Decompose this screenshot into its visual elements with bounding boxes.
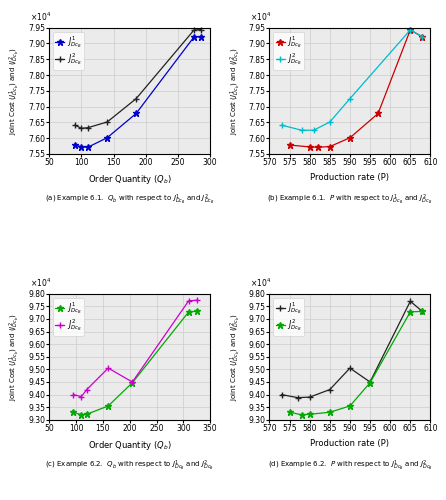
$J^1_{Dc_B}$ <box>84 412 90 418</box>
Text: $\times 10^4$: $\times 10^4$ <box>30 276 51 288</box>
$J^2_{Dc_B}$ <box>299 127 304 133</box>
$J^1_{Dc_B}$ <box>408 27 413 33</box>
$J^1_{Dc_B}$ <box>78 144 84 150</box>
$J^2_{Dc_B}$ <box>307 412 312 418</box>
Y-axis label: Joint Cost ($J^1_{Dc_b}$) and ($J^2_{Dc_b}$): Joint Cost ($J^1_{Dc_b}$) and ($J^2_{Dc_… <box>8 313 22 401</box>
X-axis label: Production rate (P): Production rate (P) <box>310 172 389 182</box>
$J^1_{Dc_B}$ <box>327 144 332 150</box>
$J^1_{Dc_B}$ <box>307 394 312 400</box>
Legend: $J^1_{Dc_B}$, $J^2_{Dc_B}$: $J^1_{Dc_B}$, $J^2_{Dc_B}$ <box>273 298 304 336</box>
Title: (a) Example 6.1.  $Q_b$ with respect to $J^1_{Dc_B}$ and $J^2_{Dc_B}$: (a) Example 6.1. $Q_b$ with respect to $… <box>45 193 215 207</box>
$J^2_{Dc_B}$ <box>106 365 111 371</box>
$J^2_{Dc_B}$ <box>299 412 304 418</box>
$J^2_{Dc_B}$ <box>85 124 91 130</box>
$J^1_{Dc_B}$ <box>420 34 425 40</box>
$J^2_{Dc_B}$ <box>347 403 353 409</box>
Text: $\times 10^4$: $\times 10^4$ <box>250 276 271 288</box>
$J^1_{Dc_B}$ <box>376 110 381 116</box>
$J^1_{Dc_B}$ <box>368 379 373 385</box>
Y-axis label: Joint Cost ($J^1_{Dc_b}$) and ($J^2_{Dc_b}$): Joint Cost ($J^1_{Dc_b}$) and ($J^2_{Dc_… <box>229 313 243 401</box>
$J^2_{Dc_B}$ <box>78 126 84 132</box>
$J^1_{Dc_B}$ <box>191 34 197 40</box>
$J^2_{Dc_B}$ <box>279 122 284 128</box>
$J^1_{Dc_B}$ <box>327 386 332 392</box>
$J^1_{Dc_B}$ <box>106 403 111 409</box>
$J^2_{Dc_B}$ <box>186 298 191 304</box>
$J^1_{Dc_B}$ <box>198 34 203 40</box>
Text: $\times 10^4$: $\times 10^4$ <box>30 10 51 22</box>
Line: $J^2_{Dc_B}$: $J^2_{Dc_B}$ <box>286 308 426 418</box>
$J^2_{Dc_B}$ <box>70 392 76 398</box>
$J^2_{Dc_B}$ <box>72 122 78 128</box>
$J^2_{Dc_B}$ <box>104 119 110 125</box>
$J^1_{Dc_B}$ <box>287 142 292 148</box>
$J^2_{Dc_B}$ <box>133 96 139 102</box>
Line: $J^1_{Dc_B}$: $J^1_{Dc_B}$ <box>286 26 426 150</box>
Title: (b) Example 6.1.  $P$ with respect to $J^1_{Dc_B}$ and $J^2_{Dc_B}$: (b) Example 6.1. $P$ with respect to $J^… <box>267 193 433 207</box>
$J^2_{Dc_B}$ <box>194 298 199 304</box>
$J^1_{Dc_B}$ <box>78 412 84 418</box>
$J^2_{Dc_B}$ <box>327 410 332 416</box>
Text: $\times 10^4$: $\times 10^4$ <box>250 10 271 22</box>
Legend: $J^1_{Dc_B}$, $J^2_{Dc_B}$: $J^1_{Dc_B}$, $J^2_{Dc_B}$ <box>53 298 84 336</box>
$J^2_{Dc_B}$ <box>327 119 332 125</box>
$J^1_{Dc_B}$ <box>85 144 91 150</box>
$J^1_{Dc_B}$ <box>315 144 320 150</box>
Line: $J^1_{Dc_B}$: $J^1_{Dc_B}$ <box>71 34 204 150</box>
Title: (d) Example 6.2.  $P$ with respect to $J^1_{Dc_B}$ and $J^2_{Dc_B}$: (d) Example 6.2. $P$ with respect to $J^… <box>268 459 432 473</box>
$J^2_{Dc_B}$ <box>368 380 373 386</box>
$J^2_{Dc_B}$ <box>78 394 84 400</box>
Y-axis label: Joint Cost ($J^1_{Dc_b}$) and ($J^2_{Dc_b}$): Joint Cost ($J^1_{Dc_b}$) and ($J^2_{Dc_… <box>229 47 243 135</box>
X-axis label: Order Quantity ($Q_b$): Order Quantity ($Q_b$) <box>88 438 172 452</box>
$J^1_{Dc_B}$ <box>295 394 300 400</box>
Line: $J^1_{Dc_B}$: $J^1_{Dc_B}$ <box>70 308 200 418</box>
Line: $J^2_{Dc_B}$: $J^2_{Dc_B}$ <box>70 297 200 400</box>
$J^1_{Dc_B}$ <box>70 410 76 416</box>
Line: $J^1_{Dc_B}$: $J^1_{Dc_B}$ <box>278 298 426 401</box>
$J^2_{Dc_B}$ <box>311 127 316 133</box>
$J^2_{Dc_B}$ <box>420 34 425 40</box>
$J^1_{Dc_B}$ <box>186 309 191 315</box>
$J^2_{Dc_B}$ <box>130 379 135 385</box>
$J^2_{Dc_B}$ <box>191 27 197 33</box>
$J^2_{Dc_B}$ <box>84 386 90 392</box>
$J^1_{Dc_B}$ <box>72 142 78 148</box>
Y-axis label: Joint Cost ($J^1_{Dc_b}$) and ($J^2_{Dc_b}$): Joint Cost ($J^1_{Dc_b}$) and ($J^2_{Dc_… <box>8 47 22 135</box>
$J^1_{Dc_B}$ <box>347 365 353 371</box>
Line: $J^2_{Dc_B}$: $J^2_{Dc_B}$ <box>278 26 426 134</box>
$J^1_{Dc_B}$ <box>347 135 353 141</box>
Legend: $J^1_{Dc_B}$, $J^2_{Dc_B}$: $J^1_{Dc_B}$, $J^2_{Dc_B}$ <box>53 32 84 70</box>
$J^1_{Dc_B}$ <box>408 298 413 304</box>
$J^1_{Dc_B}$ <box>104 135 110 141</box>
$J^2_{Dc_B}$ <box>408 27 413 33</box>
$J^1_{Dc_B}$ <box>194 308 199 314</box>
$J^1_{Dc_B}$ <box>307 144 312 150</box>
$J^2_{Dc_B}$ <box>198 26 203 32</box>
$J^2_{Dc_B}$ <box>287 410 292 416</box>
Line: $J^2_{Dc_B}$: $J^2_{Dc_B}$ <box>71 26 204 132</box>
$J^1_{Dc_B}$ <box>133 110 139 116</box>
$J^1_{Dc_B}$ <box>279 392 284 398</box>
Legend: $J^1_{Dc_B}$, $J^2_{Dc_B}$: $J^1_{Dc_B}$, $J^2_{Dc_B}$ <box>273 32 304 70</box>
$J^2_{Dc_B}$ <box>420 308 425 314</box>
$J^1_{Dc_B}$ <box>130 380 135 386</box>
$J^2_{Dc_B}$ <box>347 96 353 102</box>
X-axis label: Production rate (P): Production rate (P) <box>310 438 389 448</box>
X-axis label: Order Quantity ($Q_b$): Order Quantity ($Q_b$) <box>88 172 172 186</box>
Title: (c) Example 6.2.  $Q_b$ with respect to $J^1_{Dc_B}$ and $J^2_{Dc_B}$: (c) Example 6.2. $Q_b$ with respect to $… <box>45 459 214 473</box>
$J^2_{Dc_B}$ <box>408 309 413 315</box>
$J^1_{Dc_B}$ <box>420 308 425 314</box>
